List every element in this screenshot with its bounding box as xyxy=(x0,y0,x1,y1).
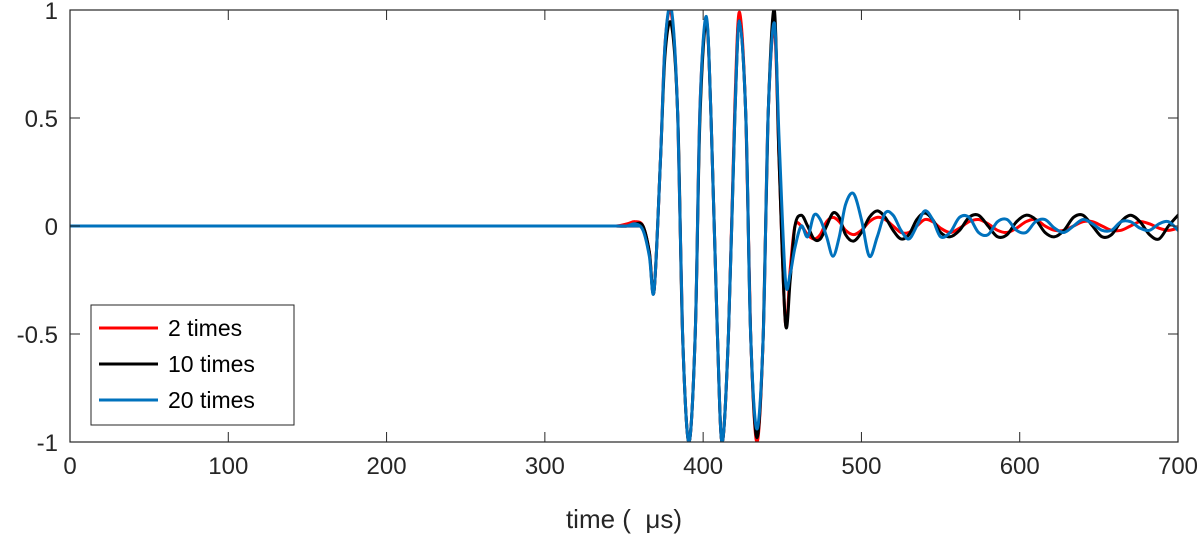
y-tick-label: -1 xyxy=(37,430,58,457)
legend-label: 20 times xyxy=(168,387,255,413)
legend-label: 10 times xyxy=(168,351,255,377)
legend-label: 2 times xyxy=(168,315,242,341)
x-tick-label: 100 xyxy=(208,453,248,480)
x-tick-label: 0 xyxy=(63,453,76,480)
y-tick-label: 1 xyxy=(45,0,58,25)
y-tick-label: 0.5 xyxy=(25,106,58,133)
x-tick-labels: 0 100 200 300 400 500 600 700 xyxy=(63,453,1198,480)
x-tick-label: 500 xyxy=(841,453,881,480)
x-tick-label: 700 xyxy=(1158,453,1198,480)
y-tick-label: 0 xyxy=(45,214,58,241)
x-tick-label: 600 xyxy=(1000,453,1040,480)
ticks-layer xyxy=(69,9,1179,443)
y-tick-label: -0.5 xyxy=(17,322,58,349)
series-layer xyxy=(70,10,1178,442)
legend-items: 2 times 10 times 20 times xyxy=(99,315,255,413)
series-line-3 xyxy=(70,10,1178,442)
x-tick-label: 200 xyxy=(367,453,407,480)
x-tick-label: 400 xyxy=(683,453,723,480)
x-tick-label: 300 xyxy=(525,453,565,480)
y-tick-labels: -1 -0.5 0 0.5 1 xyxy=(17,0,58,457)
x-axis-label: time ( μs) xyxy=(566,504,682,534)
legend: 2 times 10 times 20 times xyxy=(90,304,295,426)
